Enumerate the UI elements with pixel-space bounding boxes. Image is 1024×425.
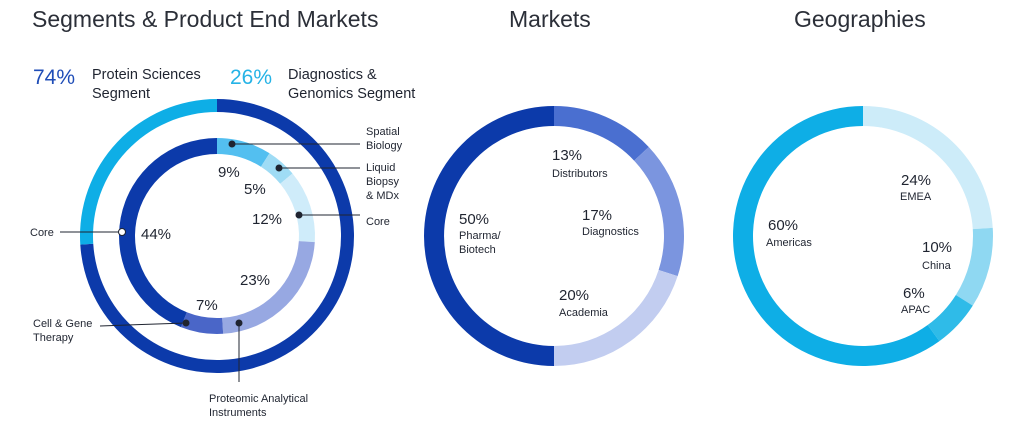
label-liquid-biopsy-pct: 5%: [244, 181, 266, 198]
segments-inner-slice-cell-gene-therapy-4: [180, 312, 224, 334]
callout-core-left: Core: [30, 227, 54, 239]
markets-pharma-line1: Pharma/: [459, 230, 502, 242]
segments-outer-slice-diagnostics-genomics-segment-1: [80, 99, 217, 245]
markets-pharma-name: Pharma/ Biotech: [459, 230, 504, 256]
geo-americas-pct: 60%: [768, 217, 798, 234]
segments-inner-slice-proteomic-analytical-instruments-3: [222, 241, 315, 334]
callout-liquid-biopsy-line2: Biopsy: [366, 176, 400, 188]
protein-segment-pct: 74%: [33, 66, 76, 89]
callout-liquid-biopsy-line3: & MDx: [366, 190, 400, 202]
callout-proteomic-line1: Proteomic Analytical: [209, 393, 308, 405]
segments-inner-slice-core-2: [280, 173, 315, 243]
callout-spatial-biology-line1: Spatial: [366, 126, 400, 138]
callout-cell-gene-line1: Cell & Gene: [33, 318, 92, 330]
segments-title: Segments & Product End Markets: [32, 6, 379, 32]
markets-slice-pharma-biotech-3: [424, 106, 554, 366]
geo-apac-pct: 6%: [903, 285, 925, 302]
geographies-slice-americas-3: [732, 106, 940, 367]
markets-academia-pct: 20%: [559, 287, 589, 304]
label-core-left-pct: 44%: [141, 226, 171, 243]
callout-liquid-biopsy: Liquid Biopsy & MDx: [366, 162, 402, 202]
markets-title: Markets: [509, 6, 591, 32]
markets-distributors-name: Distributors: [552, 168, 608, 180]
markets-pharma-pct: 50%: [459, 211, 489, 228]
markets-diagnostics-pct: 17%: [582, 207, 612, 224]
label-core-right-pct: 12%: [252, 211, 282, 228]
callout-cell-gene-line2: Therapy: [33, 332, 74, 344]
markets-slice-diagnostics-1: [634, 147, 684, 277]
label-proteomic-pct: 23%: [240, 272, 270, 289]
diagnostics-segment-pct: 26%: [230, 66, 273, 89]
geo-china-pct: 10%: [922, 239, 952, 256]
callout-spatial-biology: Spatial Biology: [366, 126, 403, 152]
geo-americas-name: Americas: [766, 237, 812, 249]
geo-emea-name: EMEA: [900, 191, 932, 203]
segments-inner-slice-spatial-biology-0: [217, 138, 270, 167]
segments-inner-slice-core-5: [118, 138, 217, 328]
callout-liquid-biopsy-line1: Liquid: [366, 162, 395, 174]
geographies-slice-emea-0: [863, 106, 993, 230]
callout-spatial-biology-line2: Biology: [366, 140, 403, 152]
markets-distributors-pct: 13%: [552, 147, 582, 164]
label-spatial-biology-pct: 9%: [218, 164, 240, 181]
markets-slice-distributors-0: [554, 106, 649, 161]
markets-academia-name: Academia: [559, 307, 609, 319]
diagnostics-segment-label: Diagnostics & Genomics Segment: [288, 67, 416, 102]
protein-segment-label: Protein Sciences Segment: [92, 67, 201, 102]
geo-emea-pct: 24%: [901, 172, 931, 189]
markets-diagnostics-name: Diagnostics: [582, 226, 639, 238]
callout-cell-gene: Cell & Gene Therapy: [33, 318, 95, 344]
geo-china-name: China: [922, 260, 952, 272]
geographies-title: Geographies: [794, 6, 926, 32]
geographies-slice-apac-2: [927, 294, 973, 342]
markets-slice-academia-2: [554, 269, 678, 366]
label-cell-gene-pct: 7%: [196, 297, 218, 314]
callout-core-right: Core: [366, 216, 390, 228]
callout-proteomic-line2: Instruments: [209, 407, 267, 419]
markets-pharma-line2: Biotech: [459, 244, 496, 256]
geographies-slice-china-1: [955, 227, 993, 306]
callout-proteomic: Proteomic Analytical Instruments: [209, 393, 311, 419]
geo-apac-name: APAC: [901, 304, 930, 316]
